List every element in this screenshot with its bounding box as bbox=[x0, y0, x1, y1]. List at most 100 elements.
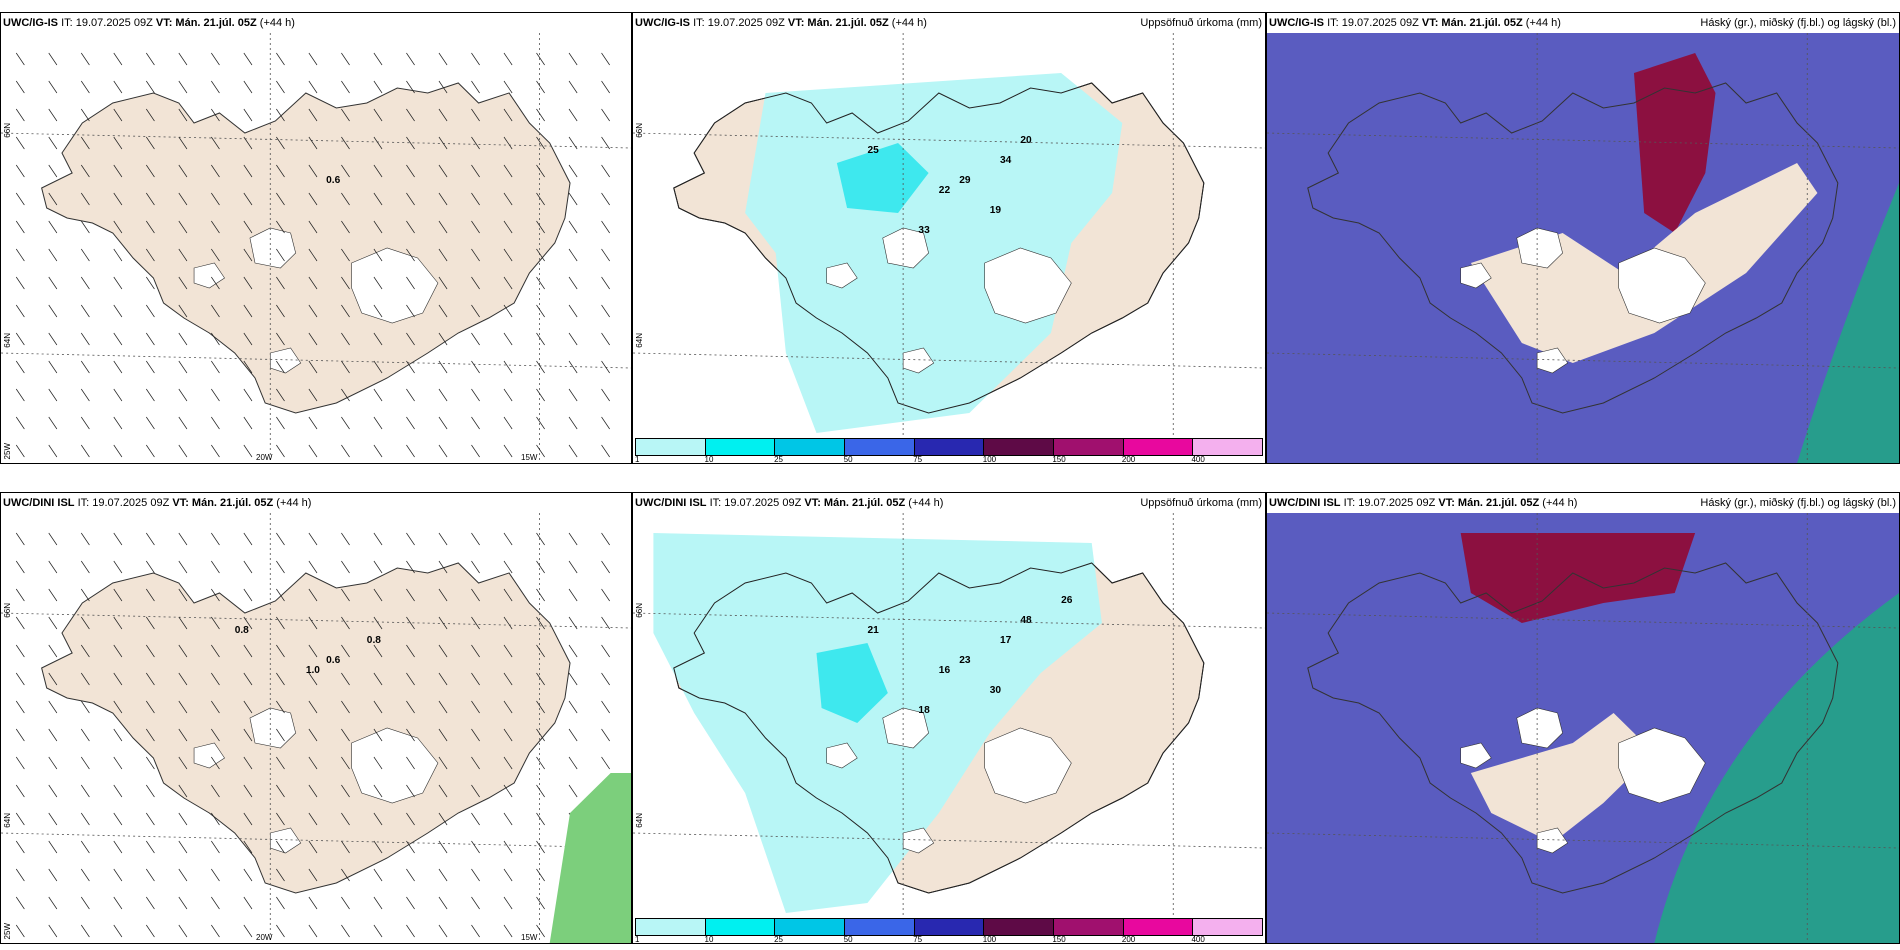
wind-barb bbox=[471, 728, 480, 742]
wind-barb bbox=[503, 80, 513, 94]
wind-barb bbox=[146, 588, 155, 602]
wind-barb bbox=[536, 332, 545, 346]
wind-barb bbox=[536, 644, 545, 658]
wind-barb bbox=[406, 304, 415, 318]
wind-barb bbox=[536, 52, 545, 66]
colorbar-tick: 200 bbox=[1121, 935, 1136, 944]
wind-barb bbox=[178, 784, 188, 798]
wind-barb bbox=[15, 756, 25, 770]
wind-barb bbox=[276, 560, 285, 574]
wind-barb bbox=[80, 192, 90, 206]
wind-barb bbox=[48, 728, 58, 742]
wind-barb bbox=[601, 416, 610, 430]
wind-barb bbox=[146, 388, 155, 402]
wind-barb bbox=[178, 220, 188, 234]
wind-barb bbox=[113, 896, 123, 910]
value-label: 23 bbox=[959, 655, 971, 666]
wind-barb bbox=[601, 444, 610, 458]
wind-barb bbox=[568, 644, 578, 658]
wind-barb bbox=[438, 192, 448, 206]
wind-barb bbox=[438, 588, 448, 602]
wind-barb bbox=[406, 192, 415, 206]
colorbar-tick: 150 bbox=[1052, 455, 1066, 464]
wind-barb bbox=[601, 276, 610, 290]
wind-barb bbox=[341, 192, 350, 206]
wind-barb bbox=[80, 924, 90, 938]
wind-barb bbox=[80, 588, 90, 602]
wind-barb bbox=[178, 644, 188, 658]
wind-barb bbox=[568, 220, 578, 234]
colorbar-tick: 200 bbox=[1121, 455, 1136, 464]
wind-barb bbox=[373, 784, 383, 798]
wind-barb bbox=[503, 840, 513, 854]
wind-barb bbox=[211, 924, 220, 938]
wind-barb bbox=[471, 248, 480, 262]
wind-barb bbox=[80, 840, 90, 854]
graticule-lat-0 bbox=[1, 132, 631, 149]
wind-barb bbox=[15, 416, 25, 430]
wind-barb bbox=[373, 532, 383, 546]
wind-barb bbox=[211, 560, 220, 574]
wind-barb bbox=[15, 588, 25, 602]
wind-barb bbox=[406, 416, 415, 430]
wind-barb bbox=[536, 108, 545, 122]
value-label: 29 bbox=[959, 175, 971, 186]
wind-barb bbox=[243, 444, 253, 458]
wind-barb bbox=[373, 360, 383, 374]
wind-barb bbox=[48, 332, 58, 346]
axis-label-lat-mid: 64N bbox=[3, 813, 12, 828]
wind-barb bbox=[48, 784, 58, 798]
wind-barb bbox=[80, 360, 90, 374]
wind-barb bbox=[438, 80, 448, 94]
wind-barb bbox=[341, 332, 350, 346]
wind-barb bbox=[471, 840, 480, 854]
colorbar-tick: 25 bbox=[774, 455, 784, 464]
glacier-2 bbox=[1460, 262, 1492, 289]
wind-barb bbox=[406, 644, 415, 658]
wind-barb bbox=[341, 220, 350, 234]
wind-barb bbox=[48, 220, 58, 234]
valid-time: Mán. 21.júl. 05Z bbox=[175, 17, 257, 29]
wind-barb bbox=[601, 108, 610, 122]
colorbar-tick: 150 bbox=[1052, 935, 1066, 944]
wind-barb bbox=[146, 164, 155, 178]
axis-label-lat-top: 66N bbox=[3, 603, 12, 618]
value-label: 0.6 bbox=[326, 655, 341, 666]
wind-barb bbox=[568, 388, 578, 402]
wind-barb bbox=[503, 728, 513, 742]
wind-barb bbox=[601, 220, 610, 234]
model-name: UWC/IG-IS bbox=[1269, 17, 1324, 29]
lead-time: (+44 h) bbox=[1542, 497, 1578, 509]
wind-barb bbox=[113, 728, 123, 742]
colorbar-cell bbox=[984, 919, 1055, 935]
wind-barb bbox=[243, 588, 253, 602]
glacier-3 bbox=[269, 827, 302, 854]
wind-barb bbox=[471, 52, 480, 66]
init-time: IT: 19.07.2025 09Z bbox=[693, 17, 785, 29]
wind-barb bbox=[276, 924, 285, 938]
precip-colorbar: 1 10 25 50 75 100 150 200 400 bbox=[633, 917, 1265, 943]
wind-barb bbox=[471, 136, 480, 150]
wind-barb bbox=[373, 616, 383, 630]
map-svg: 23 21 17 16 18 30 48 26 bbox=[633, 513, 1265, 943]
wind-barb bbox=[406, 784, 415, 798]
wind-barb bbox=[113, 616, 123, 630]
wind-barb bbox=[146, 80, 155, 94]
wind-barb bbox=[80, 700, 90, 714]
wind-barb bbox=[48, 444, 58, 458]
wind-barb bbox=[178, 896, 188, 910]
iceland-coastline bbox=[41, 562, 571, 894]
wind-barb bbox=[601, 192, 610, 206]
wind-barb bbox=[503, 248, 513, 262]
wind-barb bbox=[15, 616, 25, 630]
colorbar-cell bbox=[636, 919, 706, 935]
wind-barb bbox=[48, 136, 58, 150]
wind-barb bbox=[178, 672, 188, 686]
wind-barb bbox=[503, 108, 513, 122]
wind-barb bbox=[178, 560, 188, 574]
wind-barb bbox=[211, 840, 220, 854]
wind-barb bbox=[15, 220, 25, 234]
wind-barb bbox=[536, 220, 545, 234]
wind-barb bbox=[211, 756, 220, 770]
wind-barb bbox=[503, 276, 513, 290]
